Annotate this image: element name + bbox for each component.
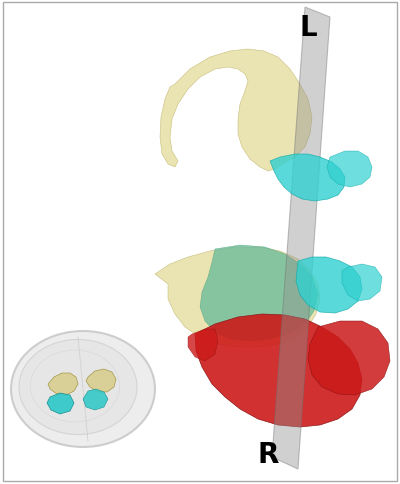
Ellipse shape (19, 340, 137, 435)
Polygon shape (188, 329, 218, 361)
Polygon shape (160, 50, 312, 172)
Polygon shape (272, 8, 330, 469)
Polygon shape (48, 373, 78, 395)
Ellipse shape (11, 332, 155, 447)
Polygon shape (155, 247, 320, 348)
Text: L: L (299, 14, 317, 42)
Text: R: R (257, 440, 279, 468)
Polygon shape (296, 257, 362, 313)
Polygon shape (195, 314, 362, 427)
Polygon shape (83, 389, 108, 410)
Polygon shape (86, 369, 116, 392)
Polygon shape (327, 151, 372, 188)
Polygon shape (47, 393, 74, 414)
Polygon shape (308, 321, 390, 395)
Polygon shape (270, 155, 345, 201)
Polygon shape (342, 264, 382, 302)
Polygon shape (200, 245, 318, 341)
